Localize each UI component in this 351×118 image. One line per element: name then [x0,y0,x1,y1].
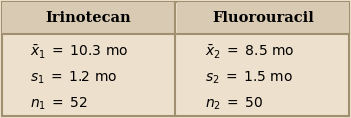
Text: $n_2\; =\; 50$: $n_2\; =\; 50$ [205,96,264,112]
Text: $s_2\; =\; 1.5 \text{ mo}$: $s_2\; =\; 1.5 \text{ mo}$ [205,70,293,86]
Text: $\bar{x}_2\; =\; 8.5 \text{ mo}$: $\bar{x}_2\; =\; 8.5 \text{ mo}$ [205,43,294,61]
Text: $n_1\; =\; 52$: $n_1\; =\; 52$ [30,96,88,112]
Text: $s_1\; =\; 1.2 \text{ mo}$: $s_1\; =\; 1.2 \text{ mo}$ [30,70,117,86]
Text: $\bar{x}_1\; =\; 10.3 \text{ mo}$: $\bar{x}_1\; =\; 10.3 \text{ mo}$ [30,43,128,61]
Bar [2,2,174,34]
Text: Fluorouracil: Fluorouracil [212,11,314,25]
Bar [177,2,349,34]
Text: Irinotecan: Irinotecan [45,11,131,25]
